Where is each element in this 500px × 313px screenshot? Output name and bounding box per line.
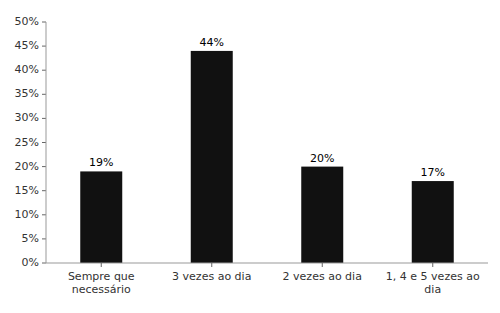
y-tick-label: 30% bbox=[15, 111, 39, 124]
y-tick bbox=[42, 214, 46, 215]
data-label: 17% bbox=[421, 166, 445, 179]
y-tick-label: 35% bbox=[15, 87, 39, 100]
y-tick bbox=[42, 263, 46, 264]
data-label: 20% bbox=[310, 152, 334, 165]
x-tick bbox=[432, 263, 433, 267]
y-tick bbox=[42, 22, 46, 23]
y-tick bbox=[42, 70, 46, 71]
x-tick-label: 1, 4 e 5 vezes aodia bbox=[386, 270, 480, 296]
x-tick bbox=[322, 263, 323, 267]
y-tick-label: 20% bbox=[15, 160, 39, 173]
y-axis-line bbox=[46, 22, 47, 263]
y-tick-label: 5% bbox=[22, 232, 39, 245]
bar bbox=[191, 51, 233, 263]
x-tick bbox=[211, 263, 212, 267]
x-tick-label: 3 vezes ao dia bbox=[172, 270, 251, 283]
y-tick-label: 0% bbox=[22, 256, 39, 269]
chart: 0% 5% 10% 15% 20% 25% 30% 35% 40% 45% 50% 19% 44% 20%… bbox=[0, 0, 500, 313]
y-tick-label: 15% bbox=[15, 184, 39, 197]
data-label: 44% bbox=[200, 36, 224, 49]
bar bbox=[80, 171, 122, 263]
y-tick bbox=[42, 142, 46, 143]
x-tick-label: 2 vezes ao dia bbox=[283, 270, 362, 283]
y-tick-label: 50% bbox=[15, 15, 39, 28]
y-tick bbox=[42, 238, 46, 239]
y-tick bbox=[42, 190, 46, 191]
y-tick bbox=[42, 166, 46, 167]
bars bbox=[80, 51, 453, 263]
y-tick-label: 10% bbox=[15, 208, 39, 221]
y-tick-label: 45% bbox=[15, 39, 39, 52]
x-tick-label: Sempre quenecessário bbox=[68, 270, 135, 296]
data-label: 19% bbox=[89, 156, 113, 169]
y-tick-label: 40% bbox=[15, 63, 39, 76]
bar bbox=[301, 167, 343, 263]
x-tick bbox=[101, 263, 102, 267]
x-axis-line bbox=[46, 263, 488, 264]
bar bbox=[412, 181, 454, 263]
chart-container: 0% 5% 10% 15% 20% 25% 30% 35% 40% 45% 50% 19% 44% 20%… bbox=[0, 0, 500, 313]
y-tick bbox=[42, 118, 46, 119]
y-tick bbox=[42, 46, 46, 47]
y-tick bbox=[42, 94, 46, 95]
y-tick-label: 25% bbox=[15, 136, 39, 149]
